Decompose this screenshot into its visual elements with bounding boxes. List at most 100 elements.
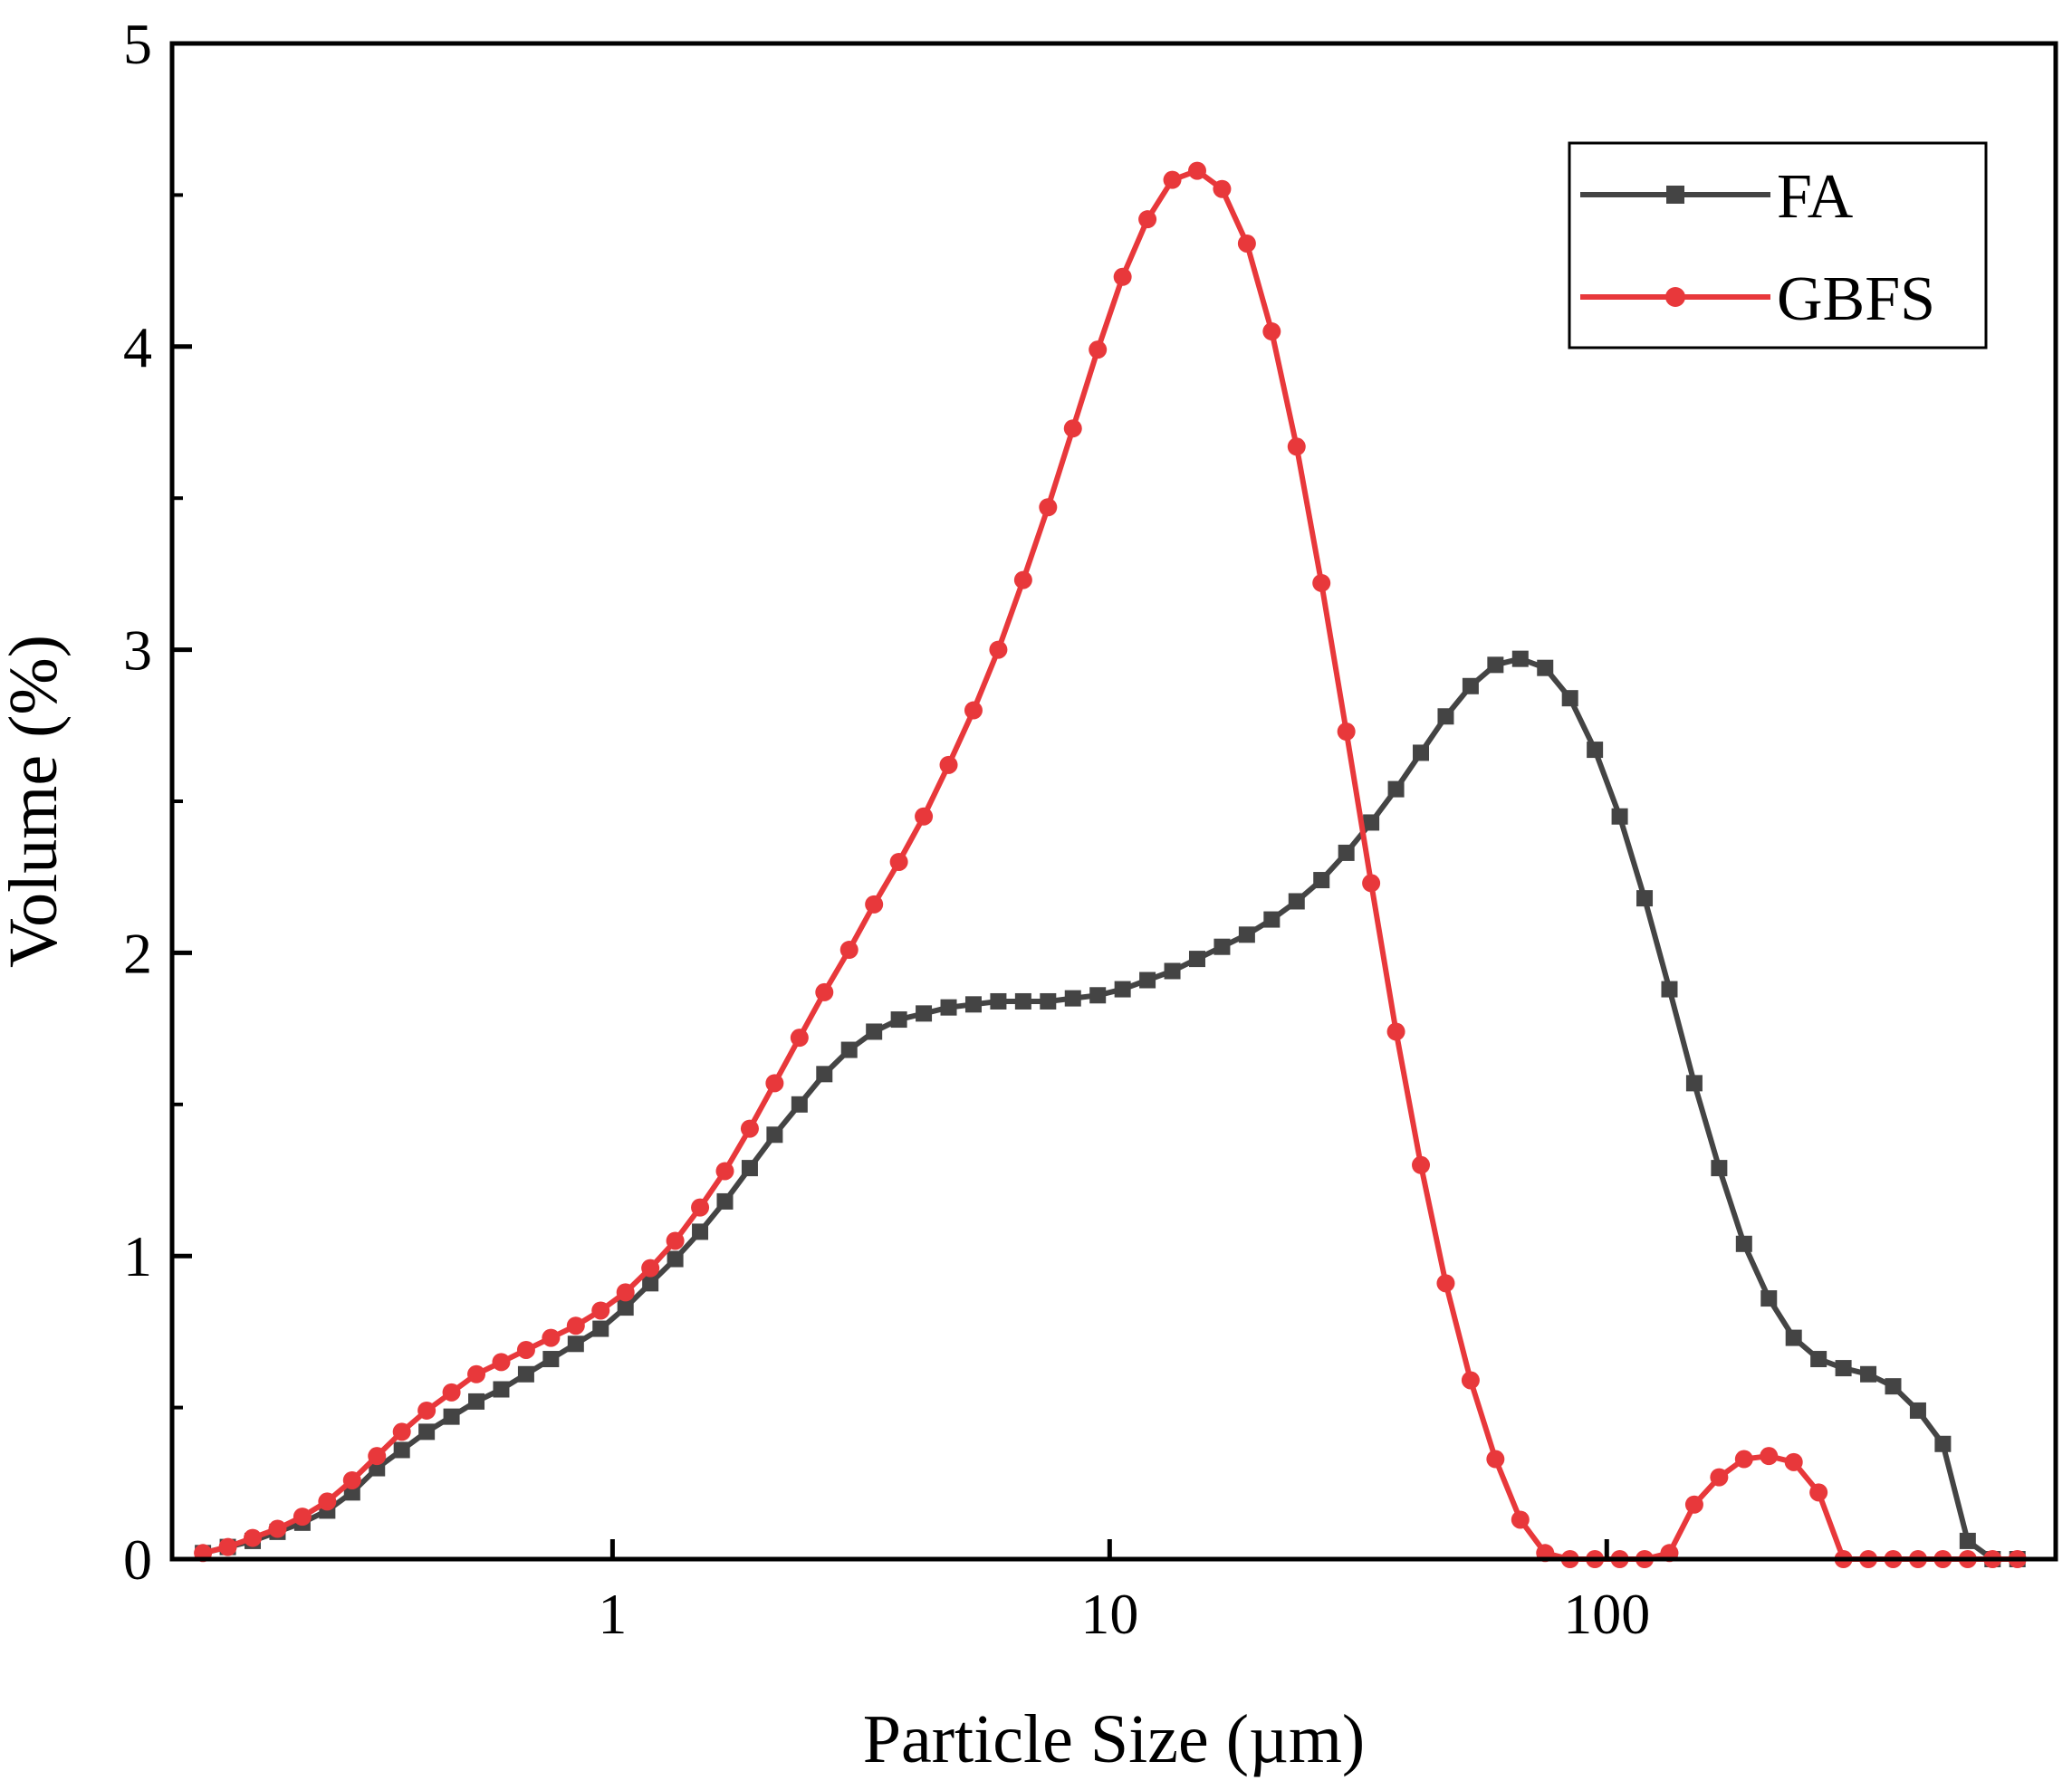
data-point-fa (1288, 893, 1305, 910)
data-point-gbfs (1089, 340, 1108, 359)
data-point-gbfs (666, 1231, 685, 1250)
series-layer (194, 161, 2027, 1568)
data-point-fa (393, 1441, 410, 1459)
data-point-gbfs (566, 1316, 585, 1335)
legend-marker-gbfs (1665, 287, 1685, 307)
data-point-gbfs (442, 1383, 461, 1402)
data-point-fa (741, 1160, 758, 1177)
data-point-fa (1413, 744, 1430, 761)
series-line-fa (202, 656, 2018, 1562)
x-tick-label: 100 (1563, 1582, 1650, 1646)
x-tick-label: 1 (598, 1582, 627, 1646)
legend-label-gbfs: GBFS (1777, 264, 1935, 334)
data-point-fa (1363, 814, 1380, 831)
data-point-fa (1040, 992, 1057, 1010)
data-point-fa (617, 1299, 634, 1316)
data-point-gbfs (815, 982, 834, 1001)
data-point-fa (791, 1096, 808, 1113)
data-point-gbfs (1337, 722, 1356, 741)
data-point-gbfs (1760, 1447, 1779, 1466)
data-point-fa (642, 1275, 659, 1292)
data-point-fa (418, 1423, 436, 1441)
data-point-fa (840, 1041, 858, 1058)
data-point-fa (1487, 656, 1504, 674)
data-point-fa (1860, 1365, 1877, 1383)
data-point-fa (1089, 987, 1107, 1004)
data-point-fa (1263, 911, 1281, 928)
data-point-fa (1934, 1435, 1952, 1452)
data-point-gbfs (492, 1353, 511, 1372)
data-point-gbfs (1039, 498, 1058, 517)
data-point-gbfs (790, 1029, 809, 1048)
data-point-gbfs (839, 941, 859, 960)
data-point-gbfs (1710, 1468, 1729, 1487)
data-point-gbfs (964, 701, 983, 720)
data-point-gbfs (1412, 1155, 1431, 1174)
data-point-fa (1735, 1235, 1752, 1252)
data-point-fa (1711, 1160, 1728, 1177)
data-point-gbfs (989, 640, 1008, 659)
data-point-gbfs (1163, 170, 1182, 189)
data-point-gbfs (542, 1328, 561, 1347)
y-axis-title: Volume (%) (0, 635, 72, 968)
data-point-fa (766, 1126, 783, 1144)
data-point-gbfs (368, 1447, 387, 1466)
data-point-gbfs (939, 755, 958, 774)
data-point-fa (1511, 650, 1529, 667)
data-point-gbfs (1213, 179, 1232, 198)
data-point-fa (940, 999, 957, 1016)
data-point-gbfs (1262, 322, 1281, 341)
data-point-gbfs (1461, 1371, 1480, 1390)
data-point-gbfs (1312, 573, 1331, 592)
data-point-fa (1909, 1402, 1926, 1419)
data-point-fa (443, 1408, 460, 1425)
data-point-fa (667, 1250, 684, 1268)
data-point-gbfs (1362, 874, 1381, 893)
data-point-gbfs (417, 1401, 436, 1420)
y-tick-label: 2 (123, 921, 152, 985)
data-point-gbfs (715, 1162, 734, 1181)
y-tick-label: 4 (123, 315, 152, 379)
x-tick-label: 10 (1080, 1582, 1138, 1646)
data-point-fa (1188, 951, 1205, 968)
data-point-gbfs (1063, 419, 1082, 438)
data-point-gbfs (865, 895, 884, 914)
data-point-fa (1785, 1329, 1802, 1346)
data-point-gbfs (1113, 267, 1132, 286)
data-point-gbfs (591, 1301, 610, 1320)
data-point-fa (716, 1192, 734, 1210)
series-gbfs (194, 161, 2027, 1568)
x-axis-title: Particle Size (µm) (863, 1701, 1366, 1777)
data-point-fa (692, 1223, 709, 1240)
series-fa (195, 650, 2026, 1567)
data-point-gbfs (392, 1422, 411, 1441)
data-point-fa (890, 1011, 907, 1029)
data-point-gbfs (915, 807, 934, 826)
data-point-fa (1587, 742, 1604, 759)
data-point-fa (916, 1005, 933, 1022)
data-point-gbfs (691, 1198, 710, 1217)
data-point-gbfs (740, 1119, 759, 1138)
data-point-gbfs (1436, 1274, 1455, 1293)
data-point-gbfs (1809, 1483, 1828, 1502)
data-point-gbfs (1386, 1022, 1405, 1041)
data-point-fa (493, 1381, 510, 1398)
legend-marker-fa (1666, 186, 1684, 204)
data-point-fa (517, 1365, 534, 1383)
data-point-fa (1338, 844, 1355, 861)
y-tick-label: 0 (123, 1527, 152, 1592)
data-point-fa (1760, 1290, 1778, 1307)
series-line-gbfs (202, 168, 2018, 1562)
y-tick-label: 5 (123, 12, 152, 76)
data-point-fa (1561, 690, 1578, 707)
data-point-gbfs (1287, 437, 1306, 456)
data-point-gbfs (318, 1492, 337, 1511)
data-point-fa (1064, 990, 1081, 1007)
data-point-fa (990, 992, 1007, 1010)
data-point-fa (567, 1335, 584, 1353)
data-point-gbfs (244, 1528, 263, 1547)
data-point-fa (1885, 1378, 1902, 1395)
data-point-fa (1437, 708, 1454, 725)
data-point-gbfs (641, 1259, 660, 1278)
